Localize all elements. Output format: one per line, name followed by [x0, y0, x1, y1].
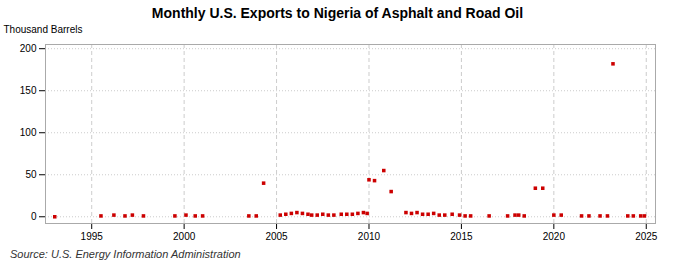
svg-text:0: 0 [31, 211, 37, 222]
svg-text:2005: 2005 [265, 231, 288, 242]
svg-text:2000: 2000 [173, 231, 196, 242]
svg-text:2025: 2025 [635, 231, 658, 242]
svg-text:1995: 1995 [81, 231, 104, 242]
svg-text:50: 50 [25, 169, 37, 180]
svg-text:100: 100 [20, 127, 37, 138]
svg-text:150: 150 [20, 85, 37, 96]
svg-text:200: 200 [20, 43, 37, 54]
html-text:Monthly U.S. Exports to Nigeri: Monthly U.S. Exports to Nigeria of Aspha… [151, 5, 524, 21]
svg-text:2010: 2010 [358, 231, 381, 242]
html-text:Source: U.S. Energy Informatio: Source: U.S. Energy Information Administ… [10, 248, 241, 260]
svg-text:2020: 2020 [543, 231, 566, 242]
svg-text:Thousand Barrels: Thousand Barrels [4, 24, 83, 35]
svg-text:2015: 2015 [450, 231, 473, 242]
